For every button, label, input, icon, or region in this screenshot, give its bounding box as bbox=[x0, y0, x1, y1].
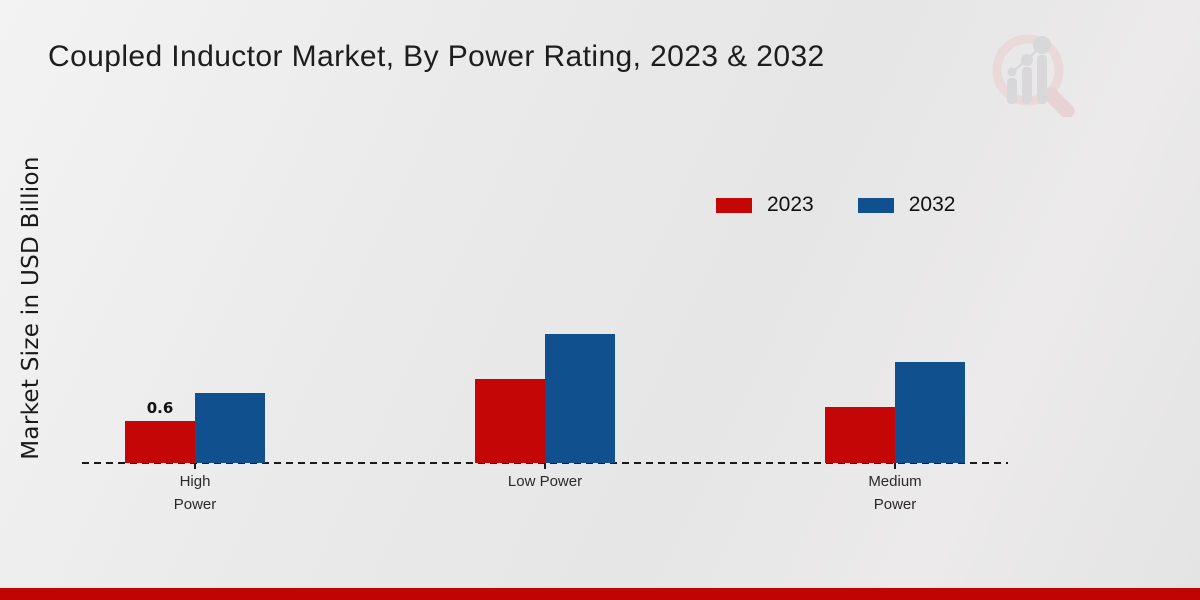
x-axis-tick bbox=[894, 463, 896, 469]
bar-2032-1 bbox=[545, 333, 615, 463]
x-axis-tick bbox=[194, 463, 196, 469]
bar-2023-0 bbox=[125, 421, 195, 463]
category-label-low-power: Low Power bbox=[507, 473, 583, 490]
footer-accent-bar bbox=[0, 588, 1200, 600]
bar-2032-2 bbox=[895, 361, 965, 463]
bar-2032-0 bbox=[195, 393, 265, 463]
bar-2023-2 bbox=[825, 407, 895, 463]
category-label-medium-power: Medium Power bbox=[868, 473, 922, 513]
legend: 2023 2032 bbox=[716, 193, 955, 217]
category-label-high-power: High Power bbox=[173, 473, 217, 513]
bar-2023-1 bbox=[475, 379, 545, 463]
legend-item-2032: 2032 bbox=[857, 193, 956, 217]
legend-label-2023: 2023 bbox=[767, 193, 814, 216]
legend-swatch-2023 bbox=[716, 197, 752, 213]
legend-item-2023: 2023 bbox=[716, 193, 814, 217]
legend-label-2032: 2032 bbox=[908, 193, 956, 216]
x-axis-tick bbox=[544, 463, 546, 469]
chart-title: Coupled Inductor Market, By Power Rating… bbox=[48, 40, 825, 73]
magnifier-bar-chart-logo-icon bbox=[992, 34, 1075, 117]
bar-value-label: 0.6 bbox=[146, 399, 174, 417]
legend-swatch-2032 bbox=[857, 197, 894, 213]
